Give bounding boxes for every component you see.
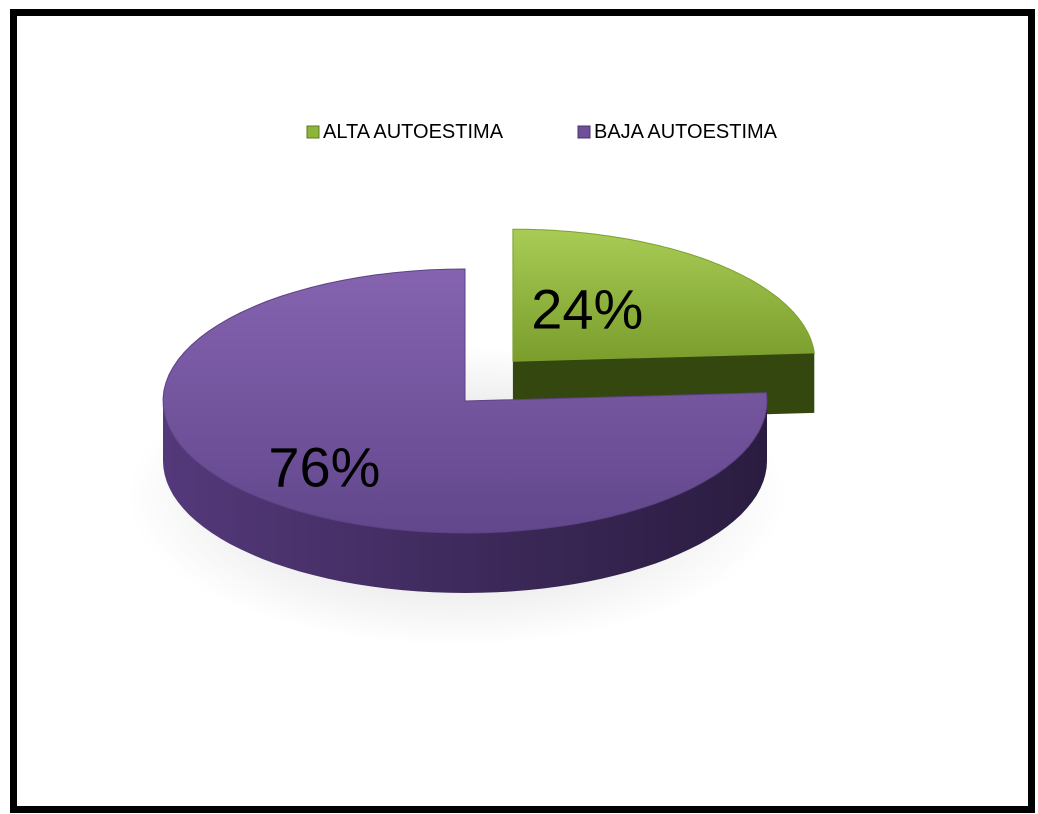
legend-entry-alta: ALTA AUTOESTIMA: [306, 121, 504, 143]
pie-slices: [162, 228, 815, 593]
data-label-baja-autoestima: 76%: [268, 435, 380, 498]
chart-frame: ALTA AUTOESTIMA BAJA AUTOESTIMA 24% 76%: [10, 9, 1035, 813]
legend-label-baja: BAJA AUTOESTIMA: [594, 121, 778, 143]
data-labels: 24% 76%: [268, 277, 643, 498]
legend: ALTA AUTOESTIMA BAJA AUTOESTIMA: [306, 121, 778, 143]
slice-top-baja-autoestima: [162, 268, 768, 534]
legend-label-alta: ALTA AUTOESTIMA: [323, 121, 504, 143]
legend-swatch-baja: [577, 125, 591, 139]
slice-side-baja-autoestima: [163, 401, 767, 593]
pie-slice-baja-autoestima: [162, 268, 768, 593]
slice-top-alta-autoestima: [512, 228, 815, 362]
legend-entry-baja: BAJA AUTOESTIMA: [577, 121, 778, 143]
pie-chart: ALTA AUTOESTIMA BAJA AUTOESTIMA 24% 76%: [127, 121, 815, 646]
legend-swatch-alta: [306, 125, 320, 139]
data-label-alta-autoestima: 24%: [531, 277, 643, 340]
